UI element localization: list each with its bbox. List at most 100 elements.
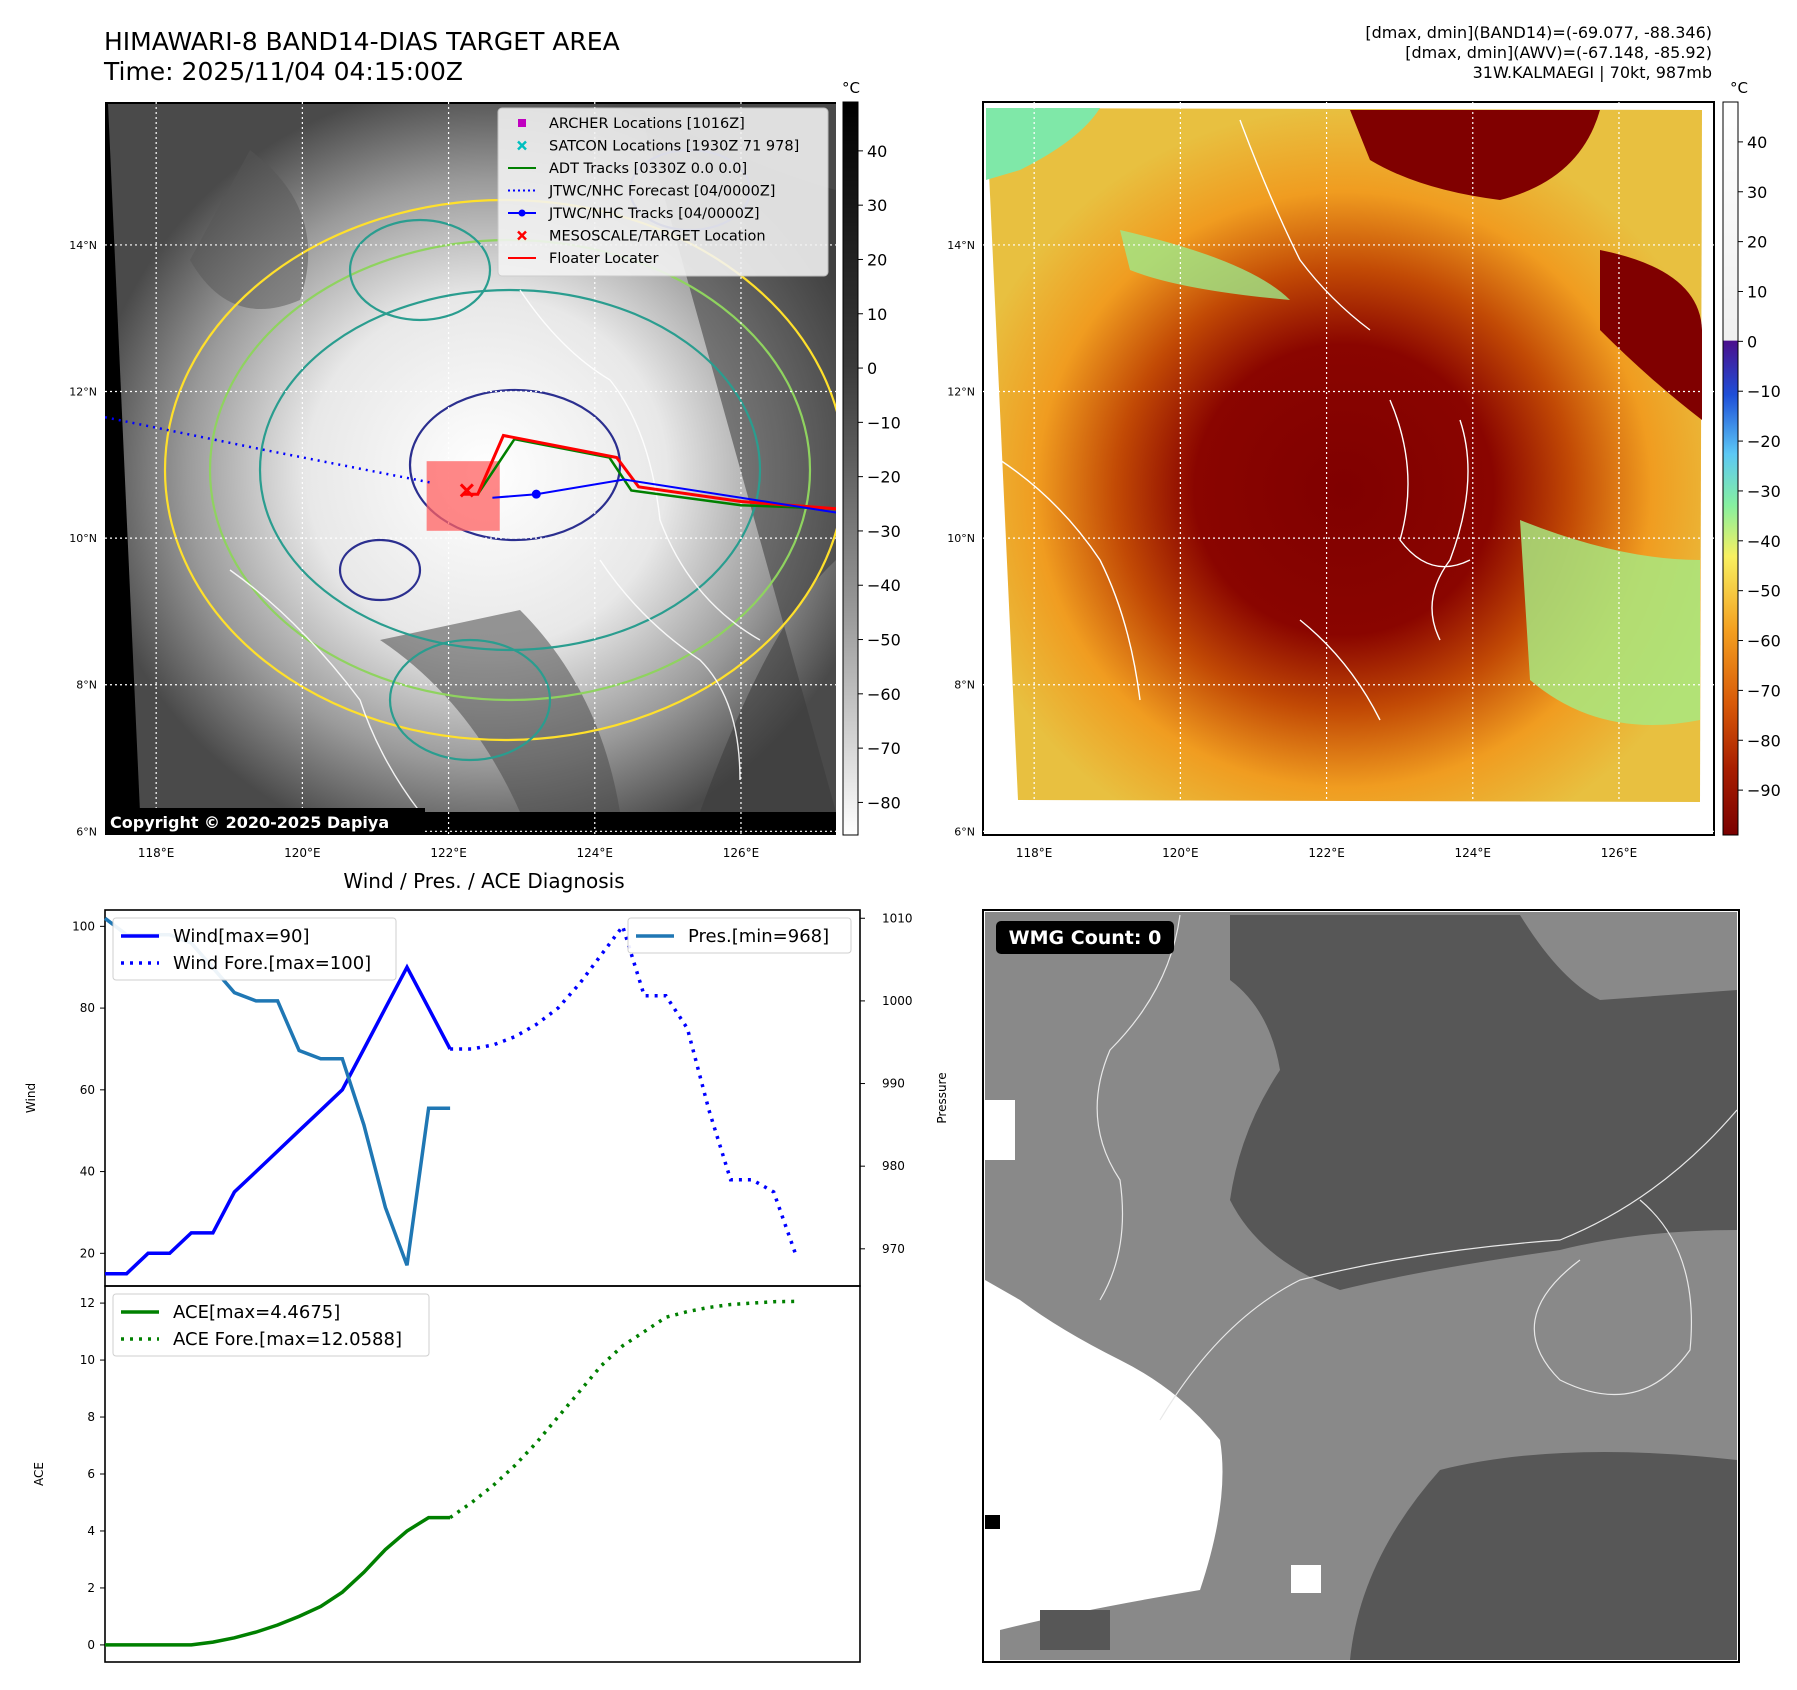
ir-lat-label: 10°N xyxy=(69,532,97,545)
ir-lon-label: 120°E xyxy=(284,846,321,860)
awv-lon-label: 126°E xyxy=(1601,846,1638,860)
y-tick-label: 12 xyxy=(80,1296,95,1310)
y-tick-label: 10 xyxy=(80,1353,95,1367)
awv-lat-label: 6°N xyxy=(954,825,975,838)
colorbar-tick-label: 30 xyxy=(1747,183,1767,202)
ir-image xyxy=(105,102,836,835)
colorbar-tick-label: −50 xyxy=(1747,582,1781,601)
legend-item: Floater Locater xyxy=(508,251,658,267)
series-line xyxy=(105,1515,451,1647)
colorbar-tick-label: −80 xyxy=(867,793,901,812)
colorbar-tick-label: 0 xyxy=(867,359,877,378)
y-tick-label: 8 xyxy=(87,1410,95,1424)
ir-lat-label: 8°N xyxy=(76,679,97,692)
awv-axis-ticks: 118°E 120°E 122°E 124°E 126°E 14°N 12°N 10°N 8°N… xyxy=(947,239,1637,860)
floater-track xyxy=(463,433,836,511)
info-band14: [dmax, dmin](BAND14)=(-69.077, -88.346) xyxy=(1365,23,1712,42)
colorbar-tick-label: −50 xyxy=(867,631,901,650)
y2-tick-label: 980 xyxy=(882,1159,905,1173)
series-line xyxy=(449,1299,796,1520)
wmg-badge: WMG Count: 0 xyxy=(1009,927,1162,949)
y2-tick-label: 970 xyxy=(882,1242,905,1256)
ir-lat-label: 14°N xyxy=(69,239,97,252)
awv-lat-label: 10°N xyxy=(947,532,975,545)
info-storm: 31W.KALMAEGI | 70kt, 987mb xyxy=(1473,63,1712,82)
colorbar-tick-label: 10 xyxy=(1747,282,1767,301)
wind-pressure-plot: 20 40 60 80 100 970 980 990 1000 1010 Wind[max=90]… xyxy=(72,911,913,1276)
chart-legend-label: ACE[max=4.4675] xyxy=(173,1302,340,1323)
colorbar-tick-label: 10 xyxy=(867,305,887,324)
colorbar-tick-label: 0 xyxy=(1747,332,1757,351)
chart-legend-label: Wind Fore.[max=100] xyxy=(173,953,371,974)
awv-lat-label: 8°N xyxy=(954,679,975,692)
y2-tick-label: 1010 xyxy=(882,911,913,925)
ir-colorbar-unit: °C xyxy=(842,79,860,97)
adt-track xyxy=(476,437,836,511)
ir-lon-label: 118°E xyxy=(138,846,175,860)
colorbar-tick-label: −70 xyxy=(867,739,901,758)
y-tick-label: 60 xyxy=(80,1083,95,1097)
figure-title: HIMAWARI-8 BAND14-DIAS TARGET AREA xyxy=(104,27,620,56)
awv-lat-label: 12°N xyxy=(947,386,975,399)
y-tick-label: 100 xyxy=(72,919,95,933)
ir-panel: Copyright © 2020-2025 Dapiya ARCHER Loca… xyxy=(69,79,901,860)
y-tick-label: 0 xyxy=(87,1638,95,1652)
ir-axis-ticks: 118°E 120°E 122°E 124°E 126°E 14°N 12°N 10°N 8°N… xyxy=(69,239,759,860)
awv-image xyxy=(983,102,1714,835)
pressure-ylabel: Pressure xyxy=(935,1072,949,1123)
colorbar-tick-label: −30 xyxy=(1747,482,1781,501)
legend-label: ARCHER Locations [1016Z] xyxy=(549,116,745,132)
colorbar-tick-label: −90 xyxy=(1747,781,1781,800)
chart-legend-box xyxy=(627,917,852,954)
legend-label: SATCON Locations [1930Z 71 978] xyxy=(549,139,799,155)
legend-label: ADT Tracks [0330Z 0.0 0.0] xyxy=(549,161,747,177)
colorbar-tick-label: −60 xyxy=(867,685,901,704)
awv-lon-label: 122°E xyxy=(1308,846,1345,860)
legend-label: Floater Locater xyxy=(549,251,658,267)
chart-legend-label: Pres.[min=968] xyxy=(688,926,829,947)
colorbar-tick-label: 30 xyxy=(867,196,887,215)
colorbar-tick-label: 20 xyxy=(1747,233,1767,252)
jtwc-best-track xyxy=(492,478,836,514)
y-tick-label: 6 xyxy=(87,1467,95,1481)
colorbar-tick-label: −40 xyxy=(1747,532,1781,551)
target-marker xyxy=(459,483,474,498)
ir-lon-label: 124°E xyxy=(577,846,614,860)
ir-colorbar xyxy=(842,101,859,836)
colorbar-tick-label: 20 xyxy=(867,250,887,269)
ace-plot: 0 2 4 6 8 10 12 ACE[max=4.4675] ACE Fore.[max=12… xyxy=(80,1293,796,1652)
awv-lon-label: 120°E xyxy=(1162,846,1199,860)
awv-lon-label: 124°E xyxy=(1455,846,1492,860)
awv-lat-label: 14°N xyxy=(947,239,975,252)
chart-legend-label: ACE Fore.[max=12.0588] xyxy=(173,1329,402,1350)
colorbar-tick-label: −10 xyxy=(867,413,901,432)
ace-ylabel: ACE xyxy=(32,1462,46,1486)
info-awv: [dmax, dmin](AWV)=(-67.148, -85.92) xyxy=(1405,43,1712,62)
awv-panel: 118°E 120°E 122°E 124°E 126°E 14°N 12°N 10°N 8°N… xyxy=(947,79,1781,860)
y-tick-label: 20 xyxy=(80,1246,95,1260)
awv-lon-label: 118°E xyxy=(1016,846,1053,860)
chart-legend-box xyxy=(112,917,397,981)
awv-colorbar-ticks: 40 30 20 10 0 −10 −20 −30 −40 −50 −60 −70 −80 −90 xyxy=(1738,133,1781,800)
colorbar-tick-label: −80 xyxy=(1747,731,1781,750)
legend-item: JTWC/NHC Tracks [04/0000Z] xyxy=(508,206,760,222)
colorbar-tick-label: −70 xyxy=(1747,681,1781,700)
colorbar-tick-label: 40 xyxy=(1747,133,1767,152)
ir-legend: ARCHER Locations [1016Z] SATCON Locations… xyxy=(497,107,829,277)
legend-marker xyxy=(517,140,527,151)
colorbar-tick-label: −40 xyxy=(867,576,901,595)
colorbar-tick-label: −30 xyxy=(867,522,901,541)
awv-colorbar-unit: °C xyxy=(1730,79,1748,97)
y-tick-label: 2 xyxy=(87,1581,95,1595)
ir-copyright-box xyxy=(105,808,425,835)
awv-colorbar xyxy=(1722,101,1739,836)
chart-legend-box xyxy=(112,1293,430,1357)
wmg-panel: WMG Count: 0 xyxy=(982,909,1740,1663)
awv-graticule xyxy=(983,102,1714,835)
colorbar-tick-label: −20 xyxy=(867,468,901,487)
ir-lat-label: 6°N xyxy=(76,825,97,838)
ir-graticule xyxy=(105,102,836,835)
legend-item: SATCON Locations [1930Z 71 978] xyxy=(517,139,799,155)
legend-marker xyxy=(517,230,527,241)
